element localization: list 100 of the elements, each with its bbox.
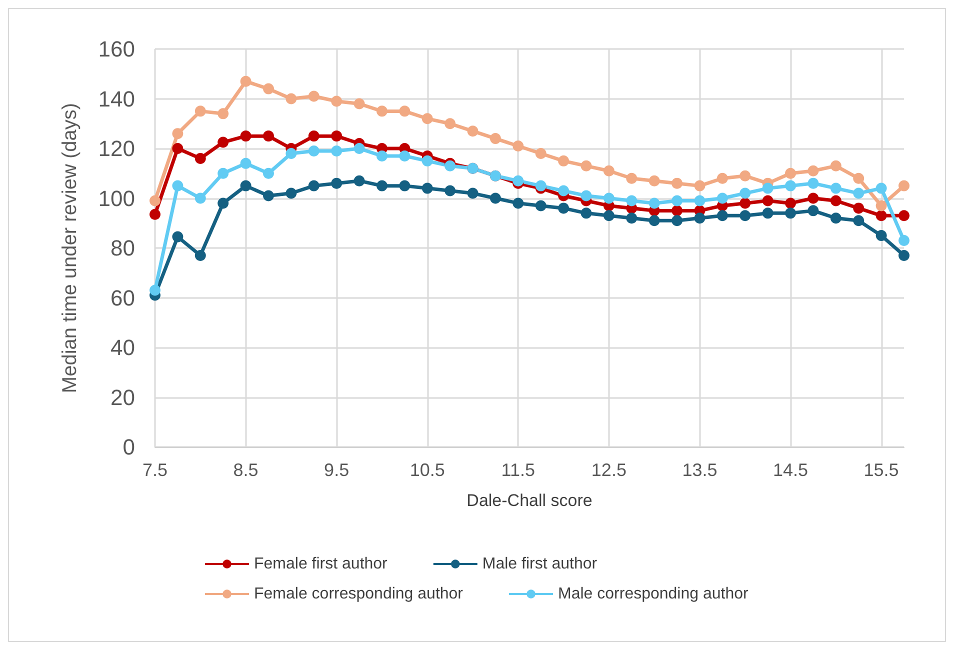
y-tick-label: 120: [98, 136, 135, 161]
point: [399, 180, 410, 192]
point: [331, 130, 342, 142]
point: [172, 143, 184, 154]
point: [194, 106, 206, 117]
point: [354, 175, 365, 186]
x-tick-label: 12.5: [591, 460, 626, 480]
x-tick-label: 9.5: [324, 460, 350, 480]
point: [331, 178, 342, 189]
point: [672, 178, 683, 189]
point: [240, 130, 252, 142]
legend-label: Male corresponding author: [558, 586, 750, 602]
point: [626, 172, 638, 184]
point: [354, 98, 365, 110]
point: [558, 202, 570, 214]
point: [830, 182, 842, 194]
y-tick-label: 80: [110, 236, 135, 260]
point: [762, 182, 774, 194]
x-tick-label: 13.5: [682, 460, 718, 480]
point: [308, 145, 320, 156]
point: [762, 208, 774, 219]
point: [535, 148, 546, 159]
point: [898, 210, 910, 222]
point: [603, 210, 614, 222]
point: [626, 195, 638, 206]
point: [672, 215, 683, 226]
point: [830, 160, 842, 172]
point: [853, 188, 864, 199]
point: [194, 250, 206, 261]
point: [422, 182, 433, 194]
point: [331, 145, 342, 156]
point: [694, 180, 706, 192]
point: [512, 140, 524, 152]
point: [172, 180, 184, 192]
point: [648, 175, 660, 186]
y-tick-label: 100: [98, 186, 135, 211]
point: [808, 205, 819, 216]
point: [262, 130, 274, 142]
point: [262, 83, 274, 94]
point: [240, 76, 252, 87]
point: [262, 190, 274, 202]
point: [150, 208, 160, 220]
point: [262, 168, 274, 179]
point: [876, 200, 887, 212]
point: [376, 106, 388, 117]
point: [716, 172, 728, 184]
point: [218, 168, 229, 179]
y-tick-label: 60: [110, 285, 135, 310]
point: [444, 160, 456, 172]
point: [490, 133, 501, 144]
y-tick-label: 160: [98, 36, 135, 62]
point: [218, 198, 229, 209]
point: [853, 172, 864, 184]
point: [558, 155, 570, 166]
point: [376, 150, 388, 162]
point: [512, 175, 524, 186]
point: [580, 208, 592, 219]
point: [150, 284, 160, 296]
point: [172, 128, 184, 140]
point: [830, 212, 842, 224]
point: [194, 192, 206, 204]
point: [444, 185, 456, 196]
point: [580, 160, 592, 172]
point: [785, 198, 796, 209]
point: [808, 192, 819, 204]
point: [376, 180, 388, 192]
point: [286, 148, 297, 159]
point: [762, 195, 774, 206]
y-tick-label: 20: [110, 384, 135, 410]
y-tick-label: 140: [98, 86, 135, 112]
point: [308, 180, 320, 192]
point: [490, 192, 501, 204]
point: [694, 212, 706, 224]
x-tick-label: 14.5: [772, 460, 808, 480]
point: [399, 106, 410, 117]
point: [150, 195, 160, 206]
point: [603, 192, 614, 204]
x-tick-label: 15.5: [864, 460, 899, 480]
point: [467, 188, 478, 199]
point: [876, 210, 887, 222]
point: [648, 215, 660, 226]
point: [853, 202, 864, 214]
point: [876, 230, 887, 242]
point: [808, 178, 819, 189]
point: [898, 180, 910, 192]
point: [898, 235, 910, 246]
point: [785, 208, 796, 219]
point: [172, 231, 184, 242]
point: [422, 155, 433, 166]
point: [898, 250, 910, 261]
point: [648, 198, 660, 209]
point: [740, 198, 751, 209]
point: [785, 180, 796, 192]
point: [672, 205, 683, 216]
y-tick-label: 0: [122, 434, 135, 460]
legend-label: Female corresponding author: [254, 586, 464, 602]
point: [853, 215, 864, 226]
point: [512, 198, 524, 209]
point: [672, 195, 683, 206]
point: [354, 143, 365, 154]
